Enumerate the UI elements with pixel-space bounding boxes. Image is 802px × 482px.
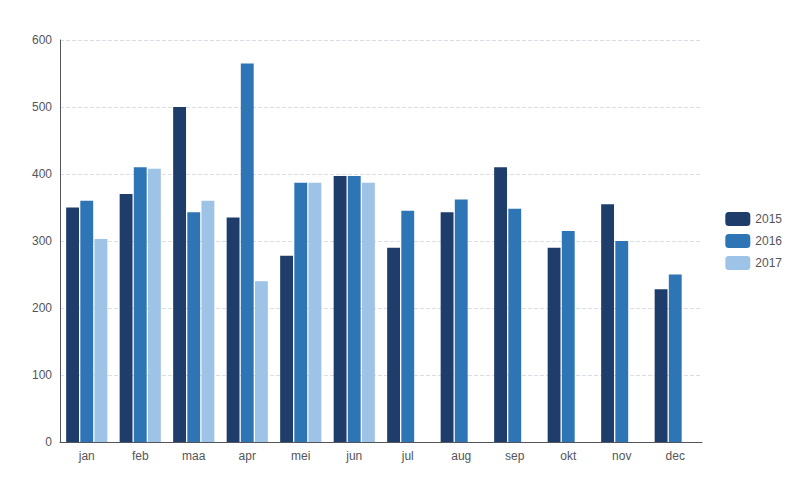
svg-text:aug: aug [451,449,471,463]
svg-text:600: 600 [32,33,52,47]
svg-text:sep: sep [505,449,525,463]
svg-text:400: 400 [32,167,52,181]
svg-text:maa: maa [182,449,206,463]
svg-text:feb: feb [132,449,149,463]
svg-text:500: 500 [32,100,52,114]
svg-text:dec: dec [666,449,685,463]
svg-text:0: 0 [45,435,52,449]
svg-text:nov: nov [612,449,631,463]
svg-text:jul: jul [401,449,414,463]
svg-text:mei: mei [291,449,310,463]
svg-text:300: 300 [32,234,52,248]
svg-text:okt: okt [560,449,577,463]
svg-text:2017: 2017 [755,256,782,270]
svg-text:100: 100 [32,368,52,382]
svg-text:2015: 2015 [755,212,782,226]
svg-text:jun: jun [345,449,362,463]
svg-text:200: 200 [32,301,52,315]
svg-text:2016: 2016 [755,234,782,248]
svg-text:jan: jan [78,449,95,463]
svg-text:apr: apr [239,449,256,463]
